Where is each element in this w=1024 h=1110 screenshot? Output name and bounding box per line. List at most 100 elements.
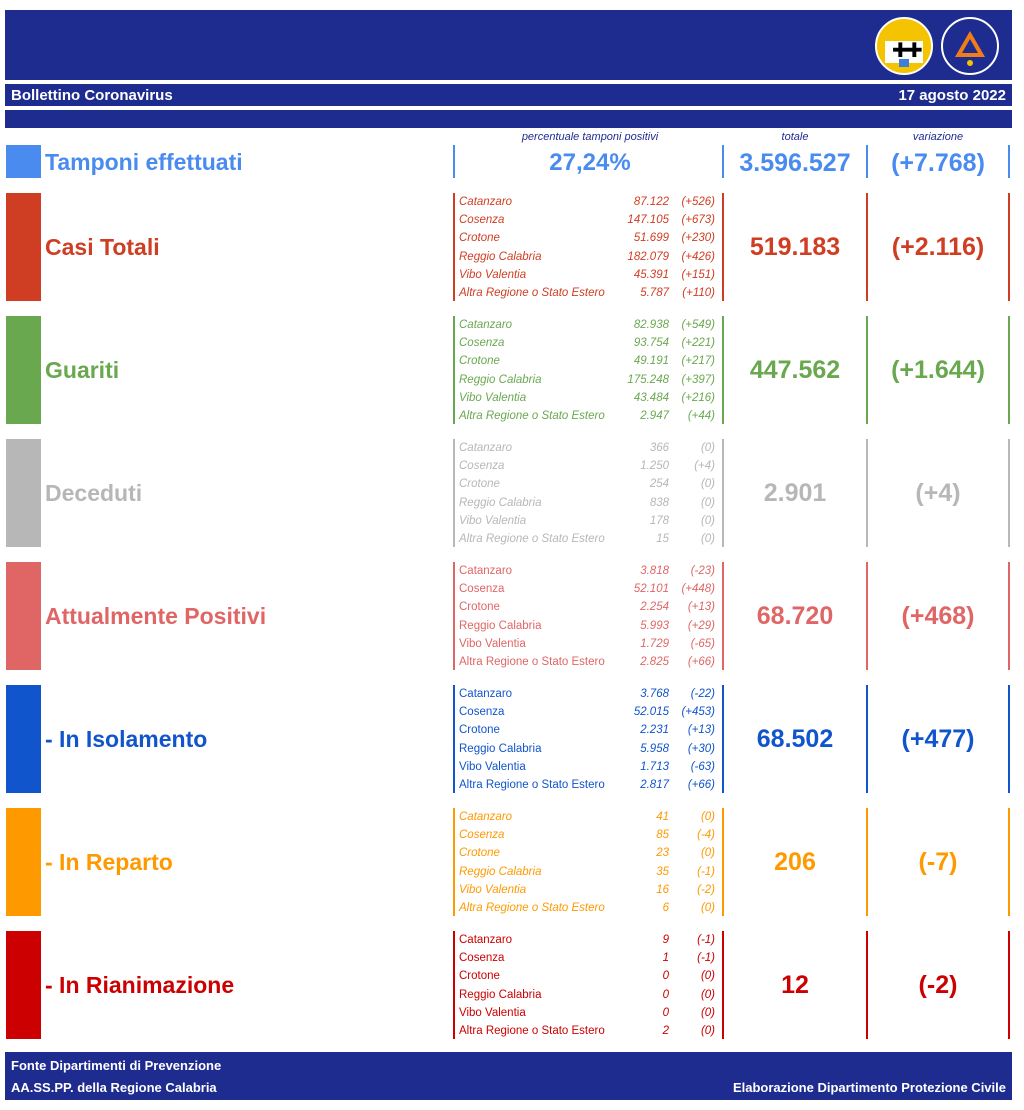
section-color-bar: [6, 316, 41, 424]
province-value: 5.958: [640, 742, 669, 755]
province-value: 3.818: [640, 565, 669, 577]
footer-asp: AA.SS.PP. della Regione Calabria: [11, 1080, 217, 1095]
province-value: 51.699: [633, 232, 669, 245]
section-change: (+1.644): [891, 356, 985, 384]
province-name: Altra Regione o Stato Estero: [459, 901, 605, 914]
section-total: 519.183: [749, 233, 841, 261]
province-value: 9: [662, 934, 669, 946]
province-name: Vibo Valentia: [459, 268, 527, 281]
section-change: (+477): [901, 725, 975, 753]
section-total: 206: [774, 848, 816, 876]
province-row: Vibo Valentia 178 (0): [459, 512, 721, 530]
province-delta: (-1): [697, 934, 715, 946]
province-delta: (-1): [697, 952, 715, 965]
section-label: - In Isolamento: [45, 726, 208, 752]
province-name: Reggio Calabria: [459, 373, 542, 386]
province-value: 16: [656, 883, 669, 896]
province-name: Cosenza: [459, 952, 505, 965]
province-row: Reggio Calabria 35 (-1): [459, 863, 721, 881]
province-name: Crotone: [459, 232, 500, 245]
province-value: 2.947: [640, 409, 669, 422]
province-row: Altra Regione o Stato Estero 2.947 (+44): [459, 407, 721, 425]
province-delta: (0): [700, 496, 715, 509]
province-row: Vibo Valentia 45.391 (+151): [459, 266, 721, 284]
province-value: 2.825: [640, 655, 669, 668]
page-title: Bollettino Coronavirus: [11, 87, 173, 104]
province-row: Catanzaro 366 (0): [459, 439, 721, 457]
header-band: [5, 10, 1012, 80]
province-delta: (0): [700, 514, 715, 527]
province-name: Catanzaro: [459, 196, 513, 208]
province-value: 43.484: [633, 391, 669, 404]
divider: [866, 145, 868, 178]
province-delta: (+526): [681, 196, 715, 208]
province-value: 52.015: [633, 706, 669, 719]
divider: [1008, 808, 1010, 916]
province-row: Crotone 23 (0): [459, 844, 721, 862]
divider: [866, 439, 868, 547]
province-row: Cosenza 147.105 (+673): [459, 211, 721, 229]
divider: [866, 808, 868, 916]
divider: [1008, 439, 1010, 547]
divider: [722, 193, 724, 301]
province-row: Reggio Calabria 5.958 (+30): [459, 740, 721, 758]
province-delta: (+448): [681, 583, 715, 596]
footer-band: Fonte Dipartimenti di Prevenzione AA.SS.…: [5, 1052, 1012, 1100]
province-row: Reggio Calabria 175.248 (+397): [459, 371, 721, 389]
province-row: Vibo Valentia 0 (0): [459, 1004, 721, 1022]
divider: [1008, 685, 1010, 793]
province-name: Vibo Valentia: [459, 883, 527, 896]
province-value: 366: [649, 442, 669, 454]
footer-source: Fonte Dipartimenti di Prevenzione: [11, 1058, 222, 1073]
tamponi-label: Tamponi effettuati: [45, 149, 243, 175]
column-header-change: variazione: [912, 131, 964, 143]
divider: [866, 931, 868, 1039]
divider: [722, 316, 724, 424]
divider: [722, 439, 724, 547]
province-row: Altra Regione o Stato Estero 2.825 (+66): [459, 653, 721, 671]
divider: [722, 808, 724, 916]
province-list: Catanzaro 3.768 (-22) Cosenza 52.015 (+453) Cr…: [459, 685, 721, 794]
province-value: 2: [662, 1024, 669, 1037]
province-delta: (0): [700, 442, 715, 454]
section-color-bar: [6, 439, 41, 547]
civil-protection-logo-icon: [941, 17, 999, 75]
province-delta: (+230): [681, 232, 715, 245]
province-delta: (+453): [681, 706, 715, 719]
province-name: Cosenza: [459, 214, 505, 227]
province-delta: (0): [700, 1006, 715, 1019]
province-value: 182.079: [627, 250, 669, 263]
province-value: 2.817: [640, 778, 669, 791]
province-name: Reggio Calabria: [459, 988, 542, 1001]
tamponi-color-bar: [6, 145, 41, 178]
province-row: Reggio Calabria 5.993 (+29): [459, 617, 721, 635]
province-row: Crotone 0 (0): [459, 967, 721, 985]
section-total: 12: [781, 971, 809, 999]
province-delta: (+29): [687, 619, 715, 632]
province-name: Vibo Valentia: [459, 1006, 526, 1019]
province-name: Vibo Valentia: [459, 637, 526, 650]
province-row: Cosenza 1.250 (+4): [459, 457, 721, 475]
province-row: Catanzaro 3.768 (-22): [459, 685, 721, 703]
province-value: 0: [662, 970, 669, 983]
section-label: Deceduti: [45, 480, 143, 506]
province-value: 147.105: [627, 214, 669, 227]
province-name: Cosenza: [459, 337, 505, 350]
column-header-pct: percentuale tamponi positivi: [521, 131, 659, 143]
section-change: (+4): [915, 479, 961, 507]
province-delta: (+216): [681, 391, 715, 404]
province-value: 23: [656, 847, 669, 860]
province-delta: (+217): [681, 355, 715, 368]
province-value: 175.248: [627, 373, 669, 386]
section-total: 447.562: [749, 356, 841, 384]
province-value: 87.122: [633, 196, 669, 208]
province-row: Catanzaro 3.818 (-23): [459, 562, 721, 580]
province-name: Crotone: [459, 478, 500, 491]
province-name: Altra Regione o Stato Estero: [459, 286, 605, 299]
province-delta: (-2): [697, 883, 715, 896]
province-value: 5.993: [640, 619, 669, 632]
section-change: (+2.116): [891, 233, 985, 261]
province-delta: (-22): [690, 688, 715, 700]
province-delta: (+673): [681, 214, 715, 227]
section-color-bar: [6, 193, 41, 301]
